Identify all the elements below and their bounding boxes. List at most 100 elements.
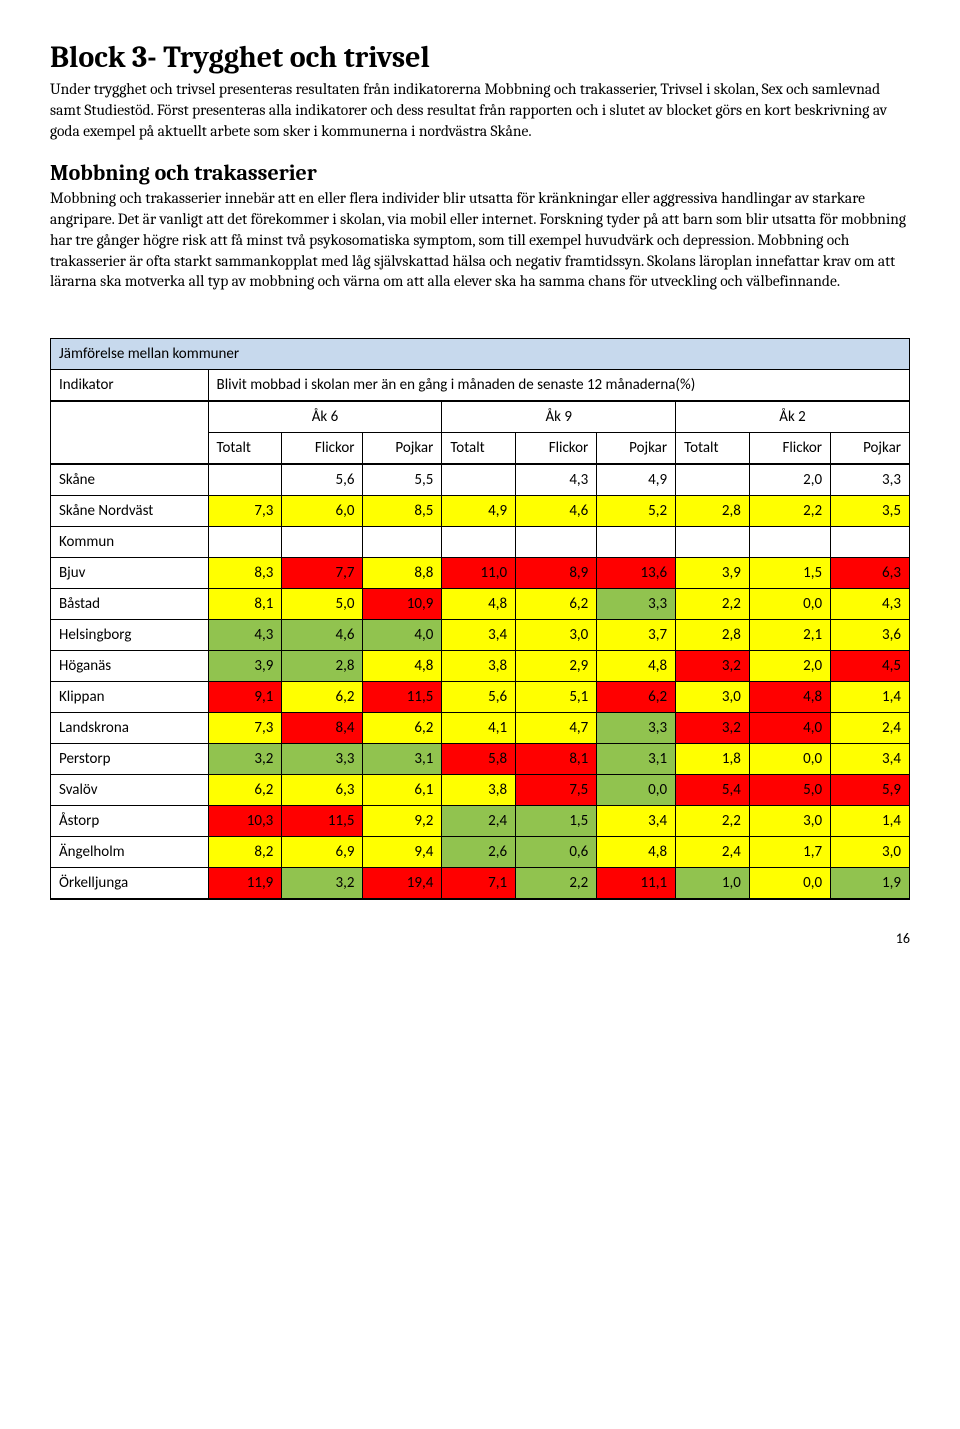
data-cell: 10,9 (363, 589, 442, 620)
data-cell: 0,0 (749, 868, 830, 900)
data-cell: 3,4 (442, 620, 516, 651)
row-label: Åstorp (51, 806, 209, 837)
data-cell (749, 527, 830, 558)
data-cell: 4,3 (516, 464, 597, 496)
data-cell: 8,1 (516, 744, 597, 775)
data-cell: 4,1 (442, 713, 516, 744)
data-cell (676, 527, 750, 558)
data-cell: 8,8 (363, 558, 442, 589)
data-cell: 6,0 (282, 496, 363, 527)
data-cell: 5,5 (363, 464, 442, 496)
data-cell: 7,5 (516, 775, 597, 806)
data-cell: 2,2 (676, 589, 750, 620)
data-cell (676, 464, 750, 496)
row-label: Klippan (51, 682, 209, 713)
table-title: Jämförelse mellan kommuner (51, 339, 910, 370)
data-cell (831, 527, 910, 558)
indikator-text: Blivit mobbad i skolan mer än en gång i … (208, 370, 909, 402)
data-cell: 3,0 (831, 837, 910, 868)
row-label: Kommun (51, 527, 209, 558)
data-cell: 1,4 (831, 806, 910, 837)
data-cell: 1,4 (831, 682, 910, 713)
data-cell: 2,1 (749, 620, 830, 651)
data-cell: 3,0 (516, 620, 597, 651)
data-cell: 3,4 (597, 806, 676, 837)
data-cell: 2,6 (442, 837, 516, 868)
data-cell: 2,9 (516, 651, 597, 682)
data-cell: 4,6 (516, 496, 597, 527)
data-cell: 3,8 (442, 651, 516, 682)
data-cell: 3,0 (749, 806, 830, 837)
row-label: Perstorp (51, 744, 209, 775)
table-row: Landskrona7,38,46,24,14,73,33,24,02,4 (51, 713, 910, 744)
data-cell: 5,4 (676, 775, 750, 806)
data-cell: 3,9 (676, 558, 750, 589)
data-cell: 2,2 (516, 868, 597, 900)
data-cell (208, 527, 282, 558)
row-label: Ängelholm (51, 837, 209, 868)
page-number: 16 (50, 930, 910, 947)
data-cell: 3,1 (597, 744, 676, 775)
data-cell: 4,8 (363, 651, 442, 682)
data-cell: 8,1 (208, 589, 282, 620)
data-cell: 4,0 (363, 620, 442, 651)
row-label: Örkelljunga (51, 868, 209, 900)
table-row: Kommun (51, 527, 910, 558)
table-row: Åstorp10,311,59,22,41,53,42,23,01,4 (51, 806, 910, 837)
table-row: Bjuv8,37,78,811,08,913,63,91,56,3 (51, 558, 910, 589)
data-cell: 8,4 (282, 713, 363, 744)
data-cell: 0,0 (749, 589, 830, 620)
table-row: Skåne5,65,54,34,92,03,3 (51, 464, 910, 496)
data-cell: 4,0 (749, 713, 830, 744)
table-row: Ängelholm8,26,99,42,60,64,82,41,73,0 (51, 837, 910, 868)
data-cell: 2,8 (676, 496, 750, 527)
data-cell: 3,2 (676, 651, 750, 682)
data-cell: 3,2 (208, 744, 282, 775)
group-ak2: Åk 2 (676, 401, 910, 433)
sub-fl-3: Flickor (749, 433, 830, 465)
data-cell: 1,7 (749, 837, 830, 868)
data-cell: 1,5 (516, 806, 597, 837)
data-cell: 3,3 (282, 744, 363, 775)
data-cell: 4,8 (597, 837, 676, 868)
data-cell: 1,9 (831, 868, 910, 900)
data-cell: 3,4 (831, 744, 910, 775)
data-cell: 9,1 (208, 682, 282, 713)
data-cell: 3,5 (831, 496, 910, 527)
data-cell: 9,2 (363, 806, 442, 837)
table-row: Svalöv6,26,36,13,87,50,05,45,05,9 (51, 775, 910, 806)
data-cell: 6,3 (282, 775, 363, 806)
data-cell: 5,0 (749, 775, 830, 806)
comparison-table: Jämförelse mellan kommuner Indikator Bli… (50, 338, 910, 900)
data-cell: 19,4 (363, 868, 442, 900)
data-cell: 7,7 (282, 558, 363, 589)
data-cell (516, 527, 597, 558)
data-cell: 2,2 (749, 496, 830, 527)
data-cell (363, 527, 442, 558)
sub-po-3: Pojkar (831, 433, 910, 465)
sub-po-2: Pojkar (597, 433, 676, 465)
data-cell: 2,4 (442, 806, 516, 837)
data-cell: 2,8 (282, 651, 363, 682)
data-cell: 0,0 (597, 775, 676, 806)
data-cell: 2,2 (676, 806, 750, 837)
data-cell: 4,3 (208, 620, 282, 651)
data-cell: 11,5 (282, 806, 363, 837)
table-row: Örkelljunga11,93,219,47,12,211,11,00,01,… (51, 868, 910, 900)
data-cell: 11,9 (208, 868, 282, 900)
data-cell: 6,2 (282, 682, 363, 713)
row-label: Skåne (51, 464, 209, 496)
data-cell: 11,5 (363, 682, 442, 713)
data-cell: 5,0 (282, 589, 363, 620)
data-cell: 3,2 (282, 868, 363, 900)
data-cell: 7,3 (208, 496, 282, 527)
data-cell: 4,9 (442, 496, 516, 527)
data-cell: 5,2 (597, 496, 676, 527)
row-label: Bjuv (51, 558, 209, 589)
group-ak6: Åk 6 (208, 401, 442, 433)
table-row: Höganäs3,92,84,83,82,94,83,22,04,5 (51, 651, 910, 682)
data-cell: 11,0 (442, 558, 516, 589)
data-cell: 6,3 (831, 558, 910, 589)
data-cell: 11,1 (597, 868, 676, 900)
data-cell: 5,1 (516, 682, 597, 713)
